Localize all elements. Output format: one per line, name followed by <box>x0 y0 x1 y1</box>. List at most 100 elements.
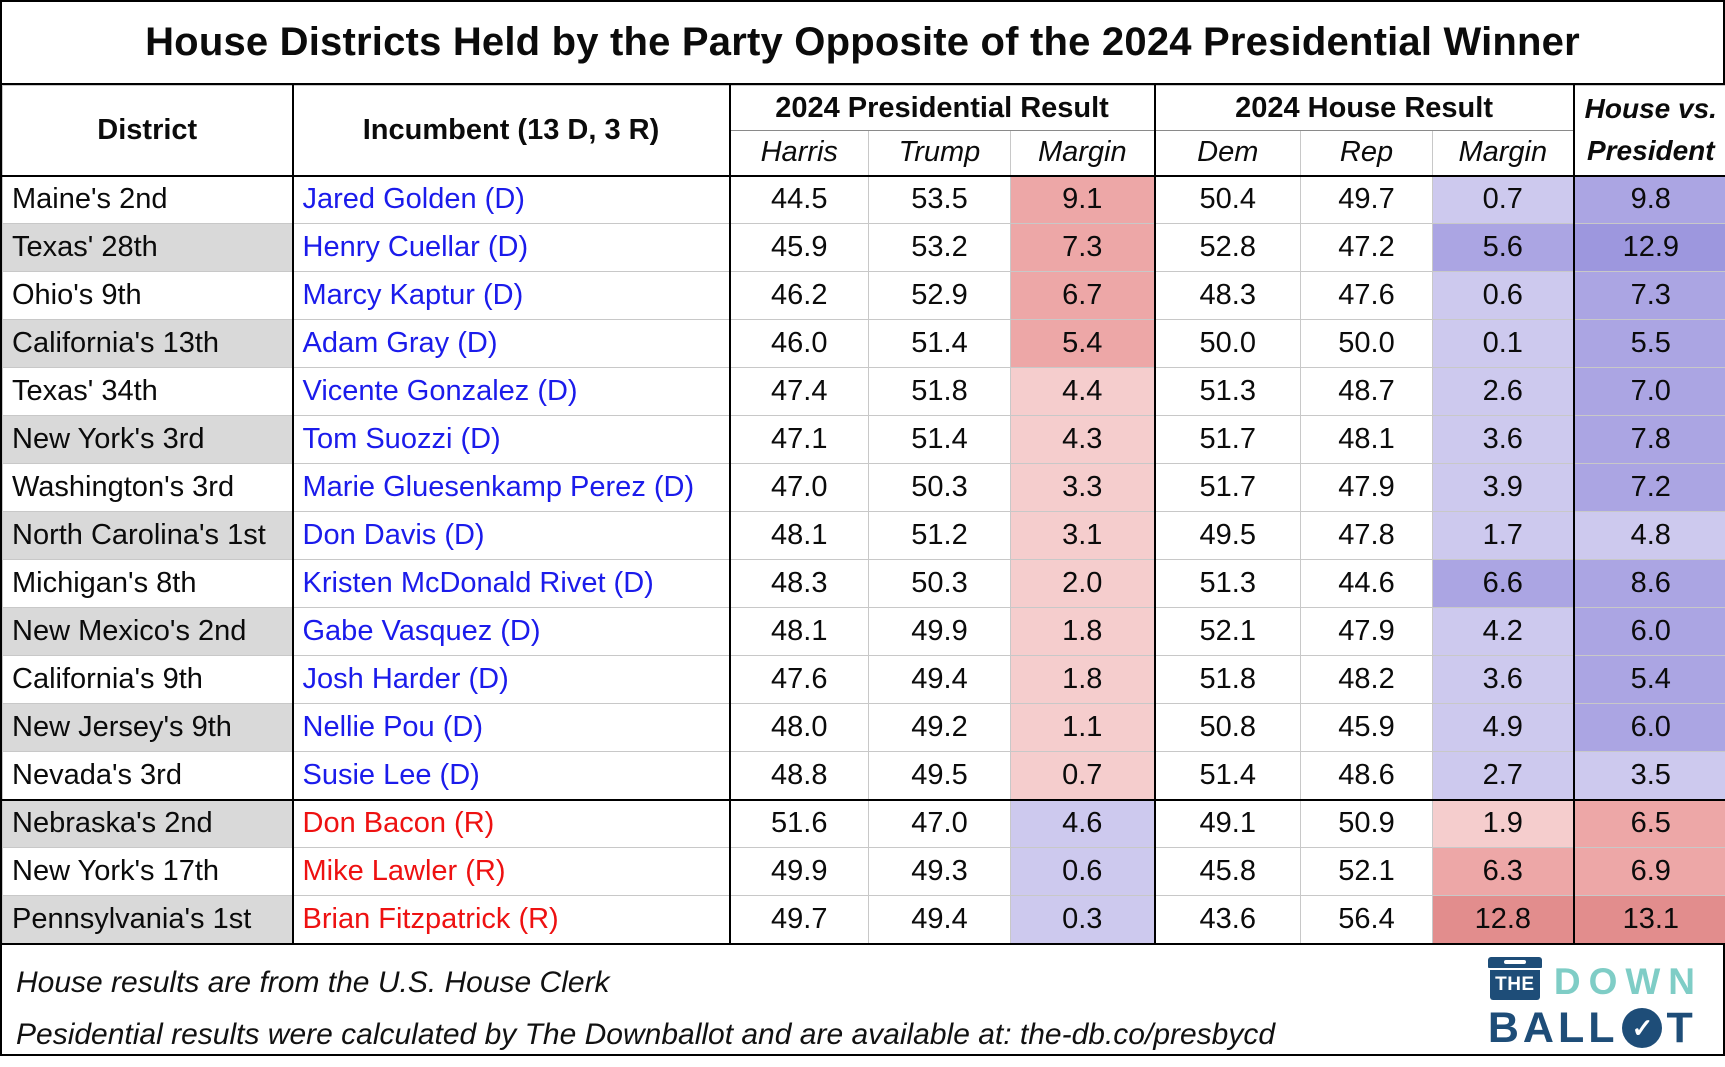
trump-cell: 49.3 <box>869 848 1011 896</box>
ballot-box-lid <box>1488 957 1542 968</box>
pres-margin-cell: 6.7 <box>1011 272 1155 320</box>
harris-cell: 48.1 <box>730 608 869 656</box>
subheader-dem: Dem <box>1155 131 1301 176</box>
dem-cell: 51.7 <box>1155 416 1301 464</box>
rep-cell: 44.6 <box>1301 560 1433 608</box>
trump-cell: 50.3 <box>869 560 1011 608</box>
house-margin-cell: 2.7 <box>1433 752 1574 800</box>
downballot-logo: THE DOWN BALL✓T <box>1488 953 1709 1061</box>
dem-cell: 45.8 <box>1155 848 1301 896</box>
district-cell: Texas' 34th <box>3 368 293 416</box>
logo-ballot: BALL✓T <box>1488 1007 1697 1050</box>
dem-cell: 43.6 <box>1155 896 1301 944</box>
house-vs-president-cell: 7.0 <box>1574 368 1725 416</box>
rep-cell: 47.6 <box>1301 272 1433 320</box>
house-vs-president-cell: 6.0 <box>1574 704 1725 752</box>
harris-cell: 48.0 <box>730 704 869 752</box>
rep-cell: 48.2 <box>1301 656 1433 704</box>
trump-cell: 49.9 <box>869 608 1011 656</box>
subheader-house-margin: Margin <box>1433 131 1574 176</box>
pres-margin-cell: 9.1 <box>1011 176 1155 224</box>
harris-cell: 51.6 <box>730 800 869 848</box>
house-vs-president-cell: 9.8 <box>1574 176 1725 224</box>
incumbent-cell: Mike Lawler (R) <box>293 848 730 896</box>
rep-cell: 47.9 <box>1301 608 1433 656</box>
district-cell: New York's 3rd <box>3 416 293 464</box>
header-house-group: 2024 House Result <box>1155 86 1574 131</box>
district-cell: Ohio's 9th <box>3 272 293 320</box>
district-cell: Pennsylvania's 1st <box>3 896 293 944</box>
district-cell: Nebraska's 2nd <box>3 800 293 848</box>
house-margin-cell: 0.7 <box>1433 176 1574 224</box>
incumbent-cell: Marie Gluesenkamp Perez (D) <box>293 464 730 512</box>
pres-margin-cell: 1.8 <box>1011 608 1155 656</box>
incumbent-cell: Vicente Gonzalez (D) <box>293 368 730 416</box>
header-presidential-group: 2024 Presidential Result <box>730 86 1155 131</box>
dem-cell: 49.5 <box>1155 512 1301 560</box>
incumbent-cell: Nellie Pou (D) <box>293 704 730 752</box>
incumbent-cell: Kristen McDonald Rivet (D) <box>293 560 730 608</box>
rep-cell: 47.9 <box>1301 464 1433 512</box>
logo-ball: BALL <box>1488 1007 1619 1050</box>
house-vs-president-cell: 4.8 <box>1574 512 1725 560</box>
harris-cell: 48.1 <box>730 512 869 560</box>
harris-cell: 47.0 <box>730 464 869 512</box>
district-cell: Texas' 28th <box>3 224 293 272</box>
harris-cell: 49.7 <box>730 896 869 944</box>
dem-cell: 49.1 <box>1155 800 1301 848</box>
house-vs-president-cell: 6.0 <box>1574 608 1725 656</box>
footer: House results are from the U.S. House Cl… <box>2 945 1723 1067</box>
dem-cell: 51.3 <box>1155 560 1301 608</box>
district-cell: Maine's 2nd <box>3 176 293 224</box>
dem-cell: 51.4 <box>1155 752 1301 800</box>
ballot-slot <box>1504 960 1526 964</box>
district-cell: New York's 17th <box>3 848 293 896</box>
dem-cell: 50.4 <box>1155 176 1301 224</box>
harris-cell: 48.8 <box>730 752 869 800</box>
rep-cell: 56.4 <box>1301 896 1433 944</box>
harris-cell: 48.3 <box>730 560 869 608</box>
dem-cell: 51.3 <box>1155 368 1301 416</box>
incumbent-cell: Josh Harder (D) <box>293 656 730 704</box>
pres-margin-cell: 1.1 <box>1011 704 1155 752</box>
trump-cell: 51.2 <box>869 512 1011 560</box>
house-margin-cell: 6.3 <box>1433 848 1574 896</box>
harris-cell: 49.9 <box>730 848 869 896</box>
check-circle-icon: ✓ <box>1622 1008 1662 1048</box>
rep-cell: 48.7 <box>1301 368 1433 416</box>
header-house-vs-line2: President <box>1575 130 1725 172</box>
rep-cell: 47.8 <box>1301 512 1433 560</box>
house-vs-president-cell: 3.5 <box>1574 752 1725 800</box>
trump-cell: 53.5 <box>869 176 1011 224</box>
logo-the: THE <box>1490 970 1540 1000</box>
rep-cell: 50.0 <box>1301 320 1433 368</box>
ballot-box-icon: THE <box>1488 957 1542 1000</box>
trump-cell: 49.2 <box>869 704 1011 752</box>
district-cell: Nevada's 3rd <box>3 752 293 800</box>
incumbent-cell: Don Davis (D) <box>293 512 730 560</box>
dem-cell: 52.1 <box>1155 608 1301 656</box>
pres-margin-cell: 3.1 <box>1011 512 1155 560</box>
house-margin-cell: 1.9 <box>1433 800 1574 848</box>
footnotes: House results are from the U.S. House Cl… <box>16 953 1275 1061</box>
rep-cell: 50.9 <box>1301 800 1433 848</box>
pres-margin-cell: 7.3 <box>1011 224 1155 272</box>
incumbent-cell: Jared Golden (D) <box>293 176 730 224</box>
dem-cell: 48.3 <box>1155 272 1301 320</box>
incumbent-cell: Susie Lee (D) <box>293 752 730 800</box>
district-cell: Michigan's 8th <box>3 560 293 608</box>
district-cell: North Carolina's 1st <box>3 512 293 560</box>
pres-margin-cell: 4.4 <box>1011 368 1155 416</box>
house-vs-president-cell: 7.3 <box>1574 272 1725 320</box>
